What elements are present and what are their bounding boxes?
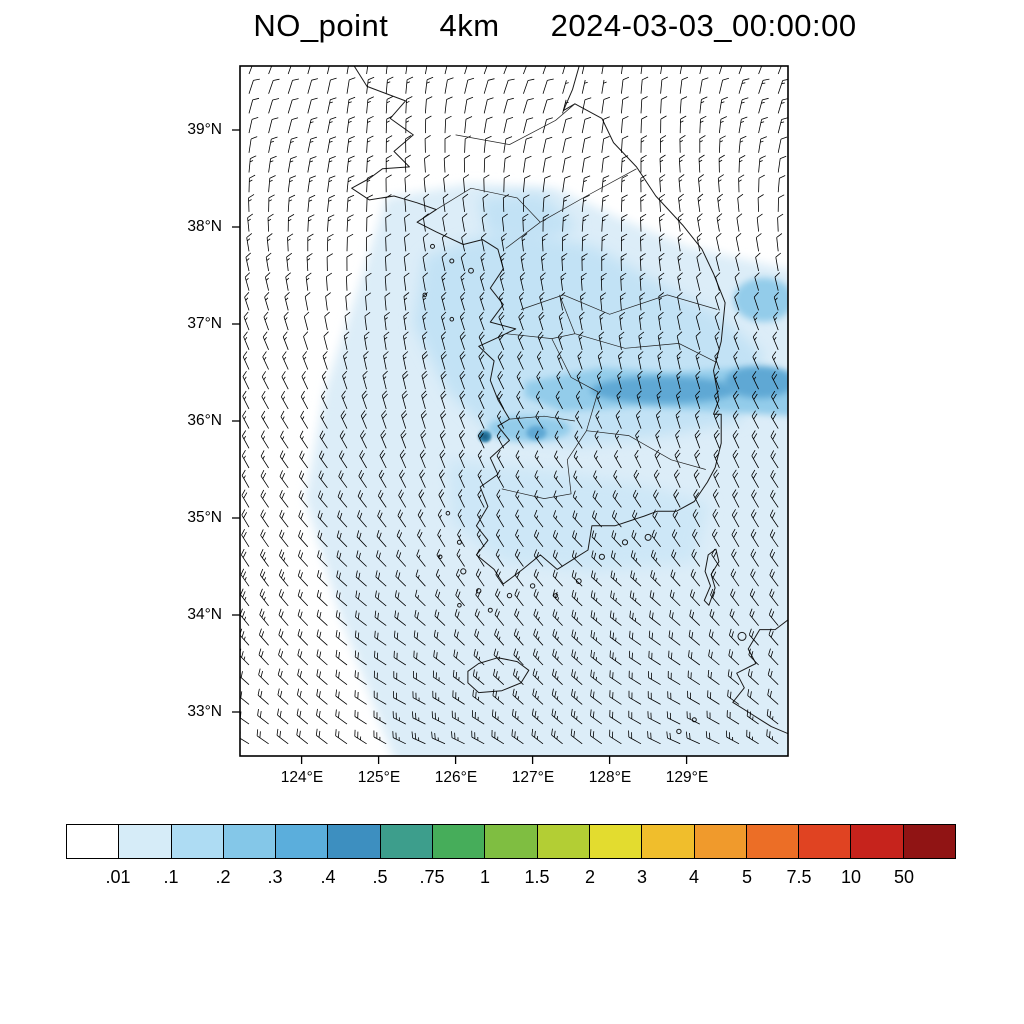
- y-axis-label: 39°N: [187, 121, 222, 138]
- colorbar-cell: [380, 825, 434, 858]
- y-axis-label: 35°N: [187, 509, 222, 526]
- y-axis-label: 33°N: [187, 703, 222, 720]
- colorbar: [66, 824, 956, 859]
- colorbar-cell: [642, 825, 695, 858]
- colorbar-cell: [223, 825, 277, 858]
- colorbar-tick-label: 10: [840, 867, 862, 887]
- coastline-layer: [351, 66, 788, 735]
- x-axis-label: 127°E: [511, 769, 555, 786]
- x-axis-label: 124°E: [280, 769, 324, 786]
- x-axis-label: 126°E: [434, 769, 478, 786]
- colorbar-tick-label: 50: [893, 867, 915, 887]
- title-variable: NO_point: [253, 8, 389, 43]
- colorbar-tick-label: 1.5: [524, 867, 550, 887]
- y-axis-label: 37°N: [187, 315, 222, 332]
- x-axis-label: 128°E: [588, 769, 632, 786]
- colorbar-tick-label: .2: [215, 867, 231, 887]
- admin-boundaries-layer: [436, 103, 718, 499]
- colorbar-tick-label: 3: [636, 867, 648, 887]
- colorbar-cell: [67, 825, 120, 858]
- colorbar-tick-label: 7.5: [786, 867, 812, 887]
- x-axis-label: 125°E: [357, 769, 401, 786]
- colorbar-tick-label: .1: [163, 867, 179, 887]
- colorbar-tick-label: .75: [419, 867, 445, 887]
- colorbar-cell: [171, 825, 224, 858]
- map-frame-and-ticks: [232, 65, 789, 764]
- title-resolution: 4km: [439, 8, 500, 43]
- colorbar-cell: [119, 825, 172, 858]
- colorbar-cell: [328, 825, 381, 858]
- colorbar-tick-label: 4: [688, 867, 700, 887]
- colorbar-cell: [276, 825, 329, 858]
- title-timestamp: 2024-03-03_00:00:00: [550, 8, 857, 43]
- wind-barbs-layer: [240, 66, 788, 745]
- colorbar-cell: [433, 825, 486, 858]
- colorbar-cell: [746, 825, 800, 858]
- colorbar-cell: [851, 825, 904, 858]
- y-axis-label: 34°N: [187, 606, 222, 623]
- colorbar-cell: [799, 825, 852, 858]
- colorbar-tick-label: 1: [479, 867, 491, 887]
- colorbar-tick-label: .5: [372, 867, 388, 887]
- colorbar-cell: [694, 825, 747, 858]
- page-title: NO_point 4km 2024-03-03_00:00:00: [20, 8, 1024, 44]
- y-axis-label: 36°N: [187, 412, 222, 429]
- colorbar-cell: [537, 825, 590, 858]
- colorbar-cell: [485, 825, 538, 858]
- colorbar-cell: [903, 825, 956, 858]
- colorbar-tick-label: .4: [320, 867, 336, 887]
- y-axis-label: 38°N: [187, 218, 222, 235]
- colorbar-tick-label: .3: [267, 867, 283, 887]
- colorbar-tick-label: 5: [741, 867, 753, 887]
- x-axis-label: 129°E: [665, 769, 709, 786]
- concentration-shading-layer: [305, 183, 788, 756]
- colorbar-cell: [589, 825, 643, 858]
- colorbar-tick-label: .01: [105, 867, 131, 887]
- colorbar-tick-label: 2: [584, 867, 596, 887]
- map-plot: [232, 65, 789, 764]
